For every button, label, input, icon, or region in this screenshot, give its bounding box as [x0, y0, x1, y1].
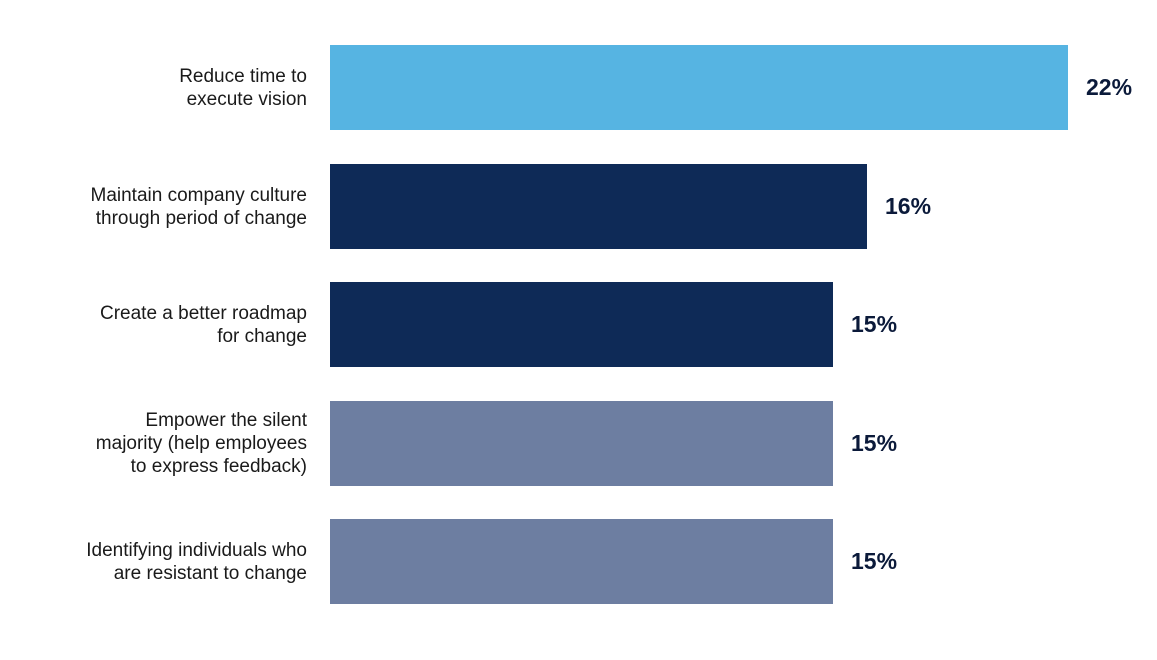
- bar-row: Create a better roadmap for change 15%: [0, 282, 1157, 367]
- bar: [330, 401, 833, 486]
- category-label: Reduce time to execute vision: [179, 65, 307, 110]
- value-label: 15%: [851, 548, 898, 574]
- bar: [330, 519, 833, 604]
- category-label: Create a better roadmap for change: [99, 302, 307, 347]
- value-label: 15%: [851, 430, 898, 456]
- category-label: Empower the silent majority (help employ…: [95, 410, 307, 477]
- bar-row: Maintain company culture through period …: [0, 164, 1157, 249]
- value-label: 22%: [1086, 74, 1133, 100]
- bar-row: Identifying individuals who are resistan…: [0, 519, 1157, 604]
- bar-row: Reduce time to execute vision 22%: [0, 45, 1157, 130]
- bar-row: Empower the silent majority (help employ…: [0, 401, 1157, 486]
- category-label: Maintain company culture through period …: [90, 184, 308, 229]
- value-label: 15%: [851, 311, 898, 337]
- bar: [330, 282, 833, 367]
- bar: [330, 45, 1068, 130]
- category-label: Identifying individuals who are resistan…: [86, 539, 307, 584]
- bar: [330, 164, 867, 249]
- value-label: 16%: [885, 193, 932, 219]
